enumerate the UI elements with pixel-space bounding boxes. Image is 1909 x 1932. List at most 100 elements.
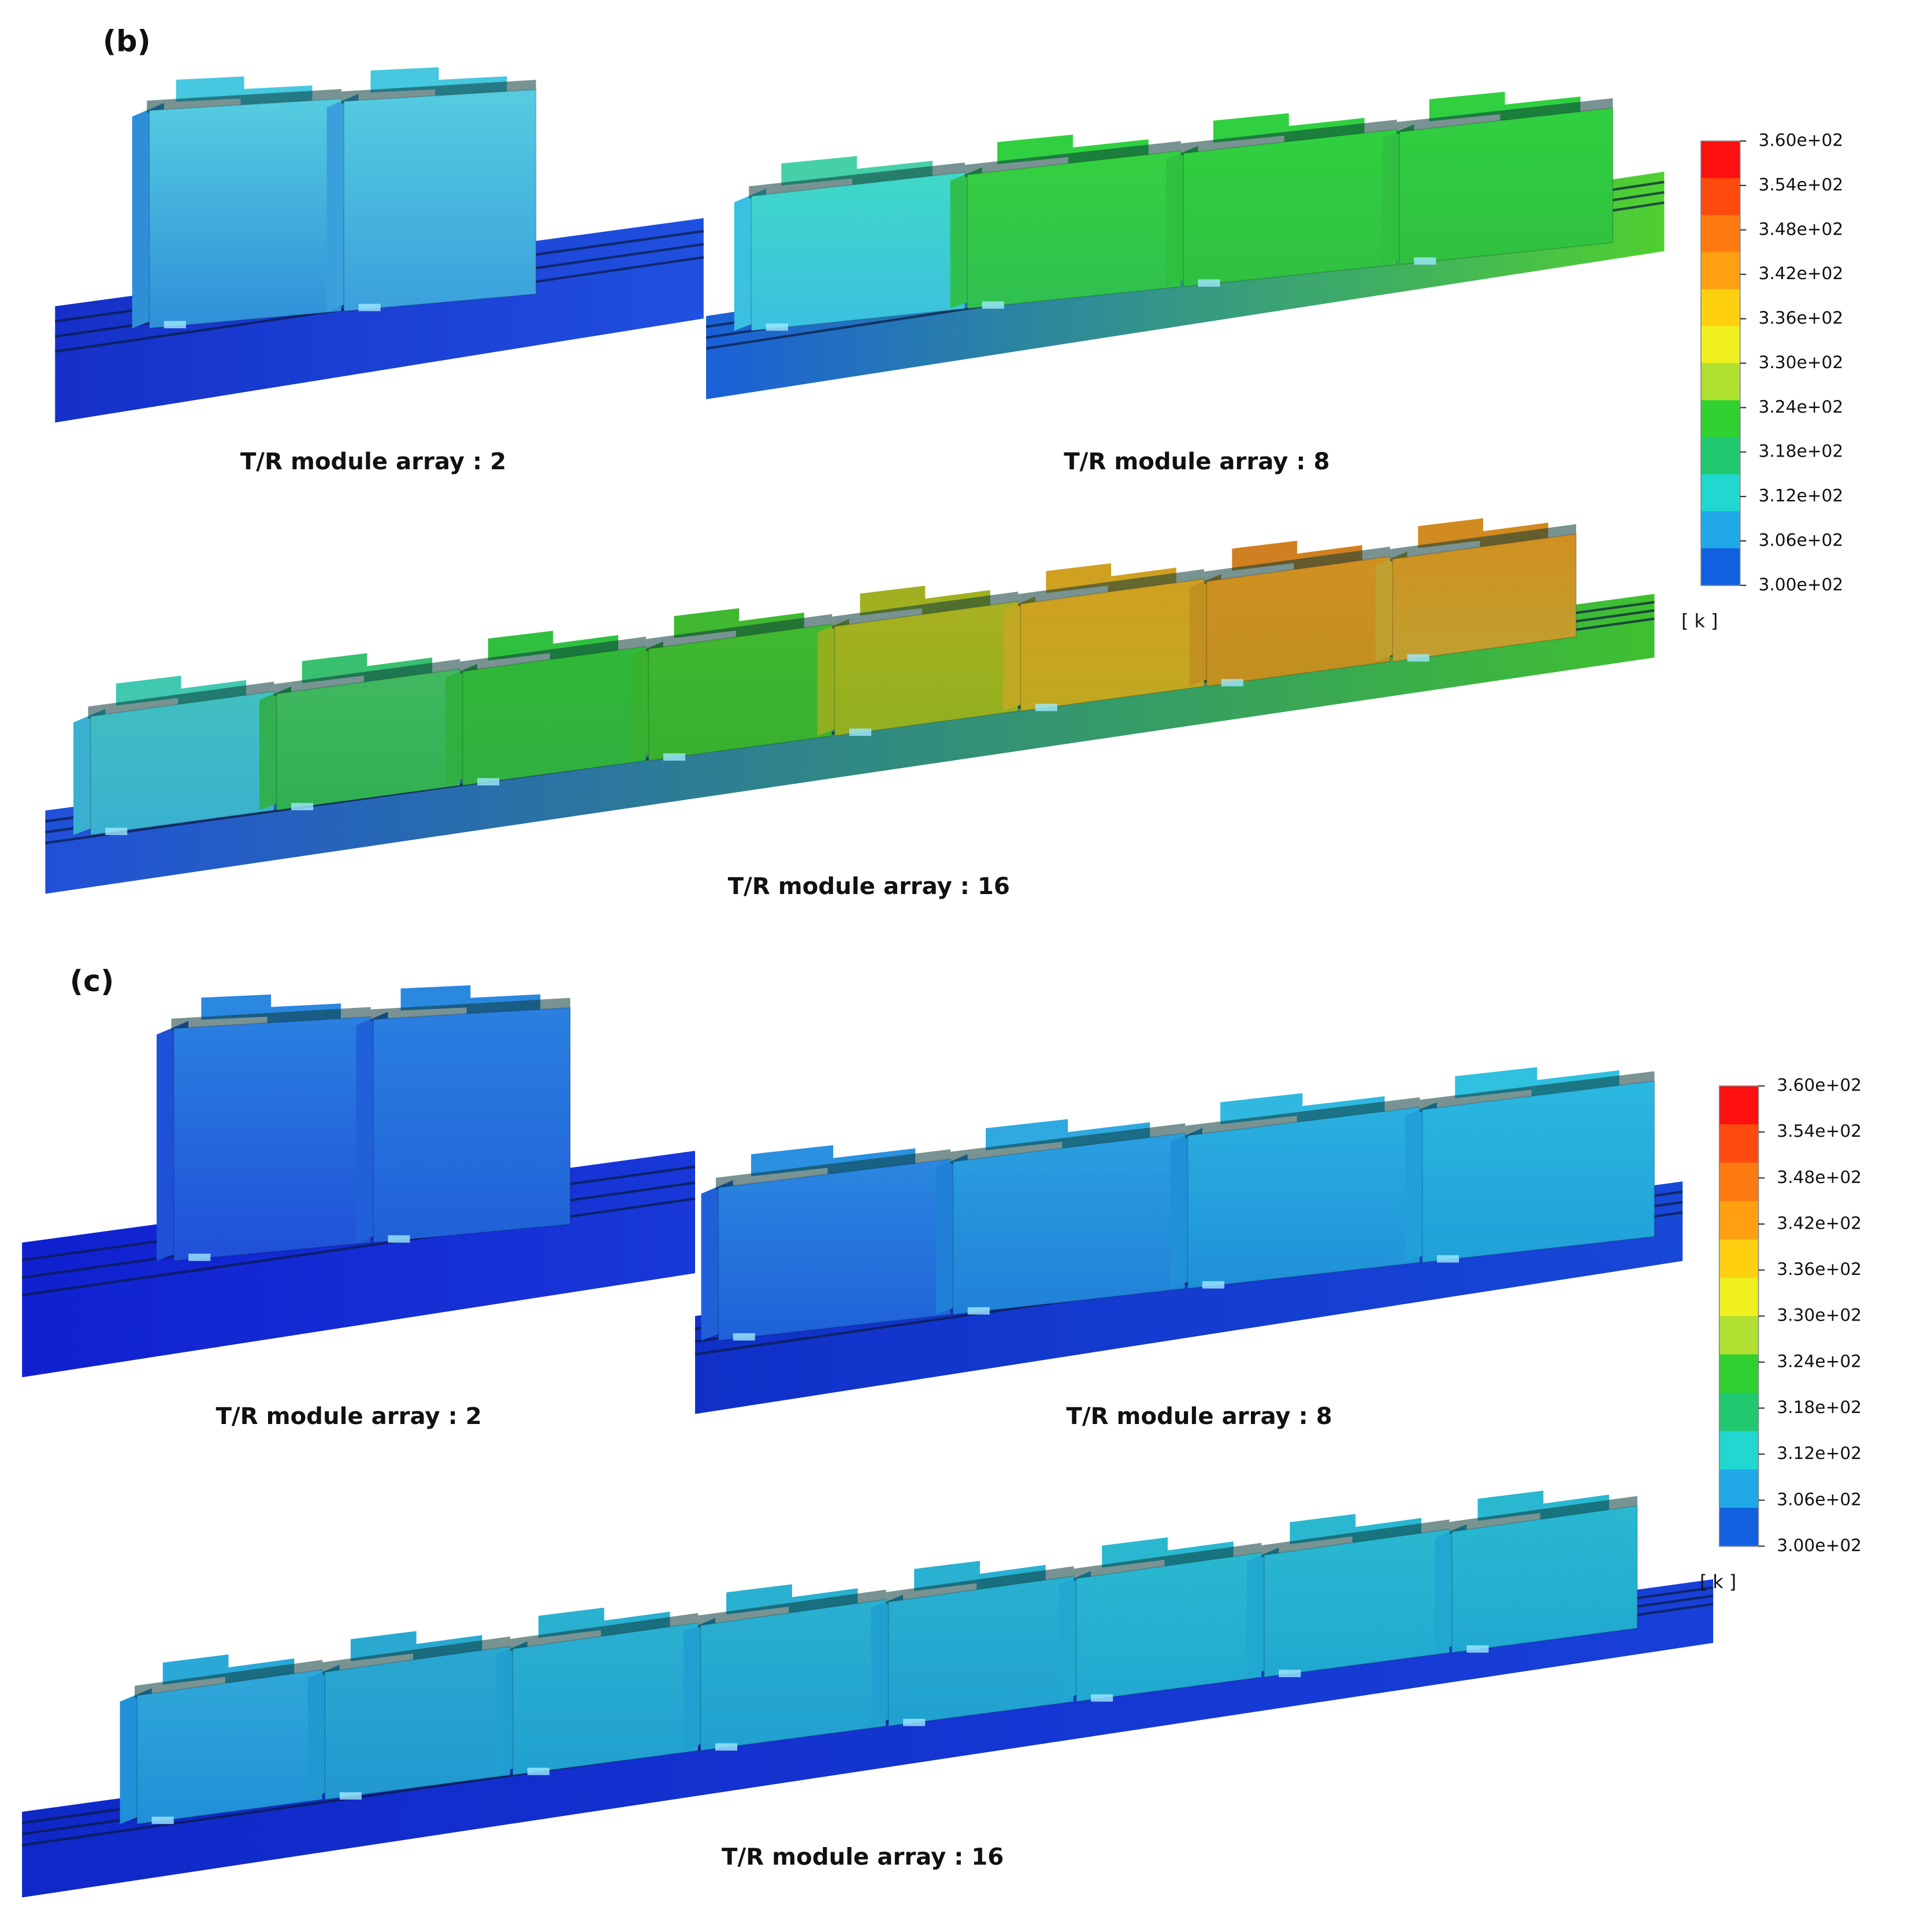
module-foot: [849, 728, 871, 736]
module-face: [1206, 555, 1391, 687]
module-shadow: [1185, 1097, 1420, 1139]
caption: T/R module array : 16: [728, 873, 1010, 900]
colorbar-label: 3.18e+02: [1758, 441, 1843, 461]
module-foot: [1414, 257, 1436, 265]
module-shadow: [370, 997, 570, 1022]
module-shadow: [171, 1007, 371, 1031]
colorbar-band: [1719, 1124, 1759, 1163]
module-foot: [477, 778, 500, 786]
colorbar-band: [1700, 178, 1740, 216]
module-foot: [1091, 1694, 1113, 1702]
module-face: [1182, 128, 1398, 288]
module-face: [324, 1645, 511, 1801]
module-shadow: [950, 1123, 1186, 1165]
module-foot: [339, 1792, 362, 1800]
colorbar-band: [1700, 548, 1740, 586]
module-face: [173, 1016, 372, 1262]
module-foot: [1202, 1281, 1225, 1289]
colorbar-unit: [ k ]: [1700, 1572, 1736, 1593]
module-shadow: [1397, 98, 1613, 135]
module-foot: [982, 301, 1004, 309]
module-foot: [105, 828, 128, 835]
colorbar-label: 3.42e+02: [1758, 263, 1843, 283]
colorbar-band: [1719, 1392, 1759, 1432]
colorbar-label: 3.54e+02: [1758, 174, 1843, 194]
module-shadow: [646, 614, 833, 651]
colorbar-unit: [ k ]: [1681, 611, 1718, 632]
module-shadow: [274, 659, 460, 696]
module-shadow: [1074, 1542, 1262, 1581]
colorbar-label: 3.00e+02: [1758, 574, 1843, 594]
caption: T/R module array : 2: [216, 1403, 481, 1430]
colorbar-label: 3.24e+02: [1777, 1351, 1862, 1371]
colorbar-label: 3.36e+02: [1758, 307, 1843, 328]
module-face: [648, 623, 833, 762]
colorbar-band: [1700, 141, 1740, 179]
module-shadow: [1180, 119, 1397, 156]
module-foot: [164, 321, 186, 329]
colorbar-band: [1719, 1431, 1759, 1470]
module-top: [400, 985, 471, 1011]
module-face: [834, 600, 1019, 737]
module-top: [176, 76, 244, 102]
module-shadow: [322, 1636, 511, 1675]
module-top: [201, 994, 272, 1020]
module-foot: [1466, 1645, 1489, 1653]
caption: T/R module array : 8: [1066, 1403, 1332, 1430]
module-shadow: [1390, 524, 1576, 562]
module-face: [1075, 1552, 1262, 1703]
module-shadow: [1261, 1519, 1450, 1558]
module-shadow: [965, 141, 1181, 177]
colorbar-band: [1700, 252, 1740, 290]
module-foot: [358, 303, 381, 312]
module-foot: [188, 1254, 211, 1261]
module-shadow: [1420, 1071, 1655, 1113]
module-face: [700, 1599, 887, 1752]
colorbar-band: [1719, 1201, 1759, 1240]
colorbar-label: 3.30e+02: [1777, 1305, 1862, 1325]
module-shadow: [1449, 1496, 1637, 1534]
module-shadow: [88, 681, 274, 719]
colorbar-label: 3.48e+02: [1758, 218, 1843, 239]
module-face: [1398, 107, 1614, 266]
colorbar-label: 3.06e+02: [1777, 1489, 1862, 1509]
rail-groove: [21, 1197, 696, 1297]
module-face: [90, 691, 275, 836]
module-shadow: [1204, 546, 1390, 584]
panel-label: (c): [70, 964, 114, 998]
colorbar-label: 3.00e+02: [1777, 1535, 1862, 1555]
module-shadow: [147, 88, 341, 113]
colorbar-label: 3.48e+02: [1777, 1167, 1862, 1187]
colorbar-label: 3.12e+02: [1777, 1443, 1862, 1463]
caption: T/R module array : 8: [1064, 448, 1329, 475]
module-face: [136, 1668, 324, 1825]
module-top: [370, 67, 439, 93]
module-foot: [1437, 1255, 1459, 1263]
module-shadow: [510, 1613, 699, 1652]
colorbar-label: 3.30e+02: [1758, 352, 1843, 372]
module-foot: [1407, 654, 1429, 662]
colorbar-band: [1719, 1086, 1759, 1125]
module-face: [148, 98, 342, 329]
colorbar-band: [1700, 215, 1740, 253]
module-shadow: [134, 1660, 323, 1699]
colorbar-band: [1700, 511, 1740, 549]
module-foot: [151, 1816, 174, 1825]
module-face: [952, 1132, 1186, 1315]
module-shadow: [460, 636, 647, 674]
module-foot: [291, 803, 314, 810]
module-foot: [967, 1307, 990, 1315]
module-foot: [1221, 678, 1243, 687]
module-face: [1187, 1106, 1421, 1289]
module-shadow: [832, 591, 1019, 629]
colorbar-band: [1700, 437, 1740, 475]
colorbar-band: [1719, 1508, 1759, 1547]
colorbar-label: 3.54e+02: [1777, 1121, 1862, 1141]
module-face: [718, 1158, 952, 1341]
module-foot: [388, 1235, 410, 1243]
module-foot: [903, 1719, 926, 1726]
module-face: [1263, 1528, 1450, 1678]
module-face: [343, 88, 537, 312]
colorbar-band: [1719, 1316, 1759, 1355]
